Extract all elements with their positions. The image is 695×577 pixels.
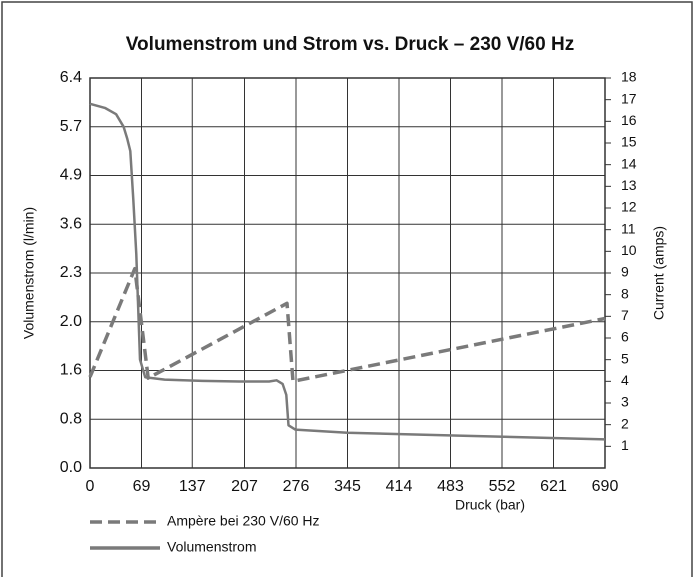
x-tick-label: 414 [386, 478, 413, 495]
x-tick-label: 0 [86, 478, 95, 495]
y2-tick-label: 2 [621, 415, 629, 431]
legend-label: Volumenstrom [167, 539, 256, 555]
y2-tick-label: 16 [621, 112, 637, 128]
y2-tick-label: 12 [621, 199, 637, 215]
legend-label: Ampère bei 230 V/60 Hz [167, 513, 320, 529]
x-tick-label: 69 [133, 478, 151, 495]
y2-tick-label: 5 [621, 350, 629, 366]
y-tick-label: 4.9 [60, 167, 82, 184]
y-tick-label: 6.4 [60, 69, 82, 86]
y2-tick-label: 3 [621, 394, 629, 410]
y-tick-label: 0.0 [60, 459, 82, 476]
x-tick-label: 137 [179, 478, 206, 495]
y2-tick-label: 9 [621, 264, 629, 280]
y2-tick-label: 1 [621, 437, 629, 453]
x-tick-label: 276 [283, 478, 310, 495]
y2-tick-label: 8 [621, 285, 629, 301]
plot-area [89, 77, 606, 469]
y-tick-label: 5.7 [60, 118, 82, 135]
chart-title: Volumenstrom und Strom vs. Druck – 230 V… [126, 34, 574, 55]
y2-tick-label: 14 [621, 155, 637, 171]
y2-tick-label: 11 [621, 220, 636, 236]
y2-tick-label: 4 [621, 372, 629, 388]
y2-tick-label: 6 [621, 329, 629, 345]
y-tick-label: 3.6 [60, 215, 82, 232]
x-tick-label: 690 [592, 478, 619, 495]
y-axis-label: Volumenstrom (l/min) [21, 207, 37, 339]
x-tick-label: 345 [334, 478, 361, 495]
x-axis-label: Druck (bar) [455, 497, 525, 513]
y-tick-label: 2.3 [60, 264, 82, 281]
x-tick-label: 483 [437, 478, 464, 495]
series-line [89, 102, 606, 441]
y-tick-label: 2.0 [60, 313, 82, 330]
y2-tick-label: 15 [621, 134, 637, 150]
x-tick-label: 207 [231, 478, 258, 495]
y2-tick-label: 7 [621, 307, 629, 323]
y2-tick-label: 18 [621, 69, 637, 85]
series-line [88, 266, 606, 384]
y-tick-label: 0.8 [60, 410, 82, 427]
y2-tick-label: 17 [621, 90, 637, 106]
y2-tick-label: 13 [621, 177, 637, 193]
y2-axis-label: Current (amps) [651, 226, 667, 320]
x-tick-label: 621 [540, 478, 567, 495]
y2-tick-label: 10 [621, 242, 637, 258]
y-tick-label: 1.6 [60, 362, 82, 379]
x-tick-label: 552 [489, 478, 516, 495]
